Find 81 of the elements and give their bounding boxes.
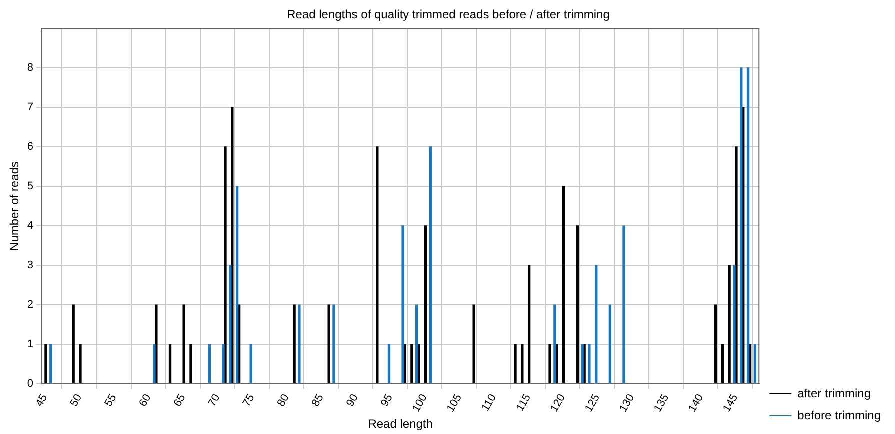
y-tick-label: 5 [27,180,34,193]
bar [588,344,591,384]
bar [721,344,724,384]
y-axis-title: Number of reads [8,162,22,251]
bar [410,344,414,384]
y-tick-label: 4 [27,220,34,232]
bar [733,265,736,384]
x-tick-label: 90 [344,392,361,410]
x-tick-label: 50 [68,392,85,410]
x-tick-label: 145 [721,392,741,414]
bar [595,265,598,384]
bar [168,344,172,384]
x-tick-label: 45 [34,392,50,410]
bar [328,304,330,384]
x-tick-label: 105 [444,392,464,414]
bar [182,304,186,384]
bar [521,344,524,384]
bar [155,304,158,384]
bar [402,226,404,384]
chart-title: Read lengths of quality trimmed reads before / after trimming [287,8,610,22]
bar [293,304,296,384]
x-tick-label: 85 [310,392,326,410]
bar [548,344,552,384]
bar [229,265,232,384]
x-tick-label: 130 [618,392,638,414]
x-axis-title: Read length [368,417,433,432]
bar [250,344,252,384]
bar [222,344,225,384]
bar [472,304,476,384]
bar [562,186,566,384]
bar [754,344,757,384]
y-tick-label: 8 [27,62,34,74]
x-tick-label: 100 [410,392,430,414]
y-tick-label: 7 [27,101,34,114]
bar [208,344,212,384]
bar [332,304,336,384]
bar [554,304,556,384]
bar [528,265,531,384]
y-tick-label: 0 [27,378,34,390]
x-tick-label: 135 [652,392,672,414]
bar [190,344,192,384]
y-tick-label: 3 [27,260,34,272]
x-tick-label: 115 [514,392,534,414]
bar [50,344,52,384]
x-tick-label: 80 [275,392,292,410]
legend-label: before trimming [798,408,882,422]
bar [224,146,227,384]
x-tick-label: 75 [240,392,258,410]
bar [714,304,718,384]
bar [236,186,239,384]
bar [376,146,379,384]
bar [298,304,301,384]
y-tick-label: 2 [27,299,34,312]
bar [735,146,738,384]
bar [746,68,750,384]
x-tick-label: 140 [686,392,706,414]
bar [622,226,626,384]
bar [44,344,48,384]
bar [429,146,432,384]
bar [740,68,743,384]
x-tick-label: 60 [137,392,154,410]
x-tick-label: 70 [206,392,223,410]
x-tick-label: 110 [480,392,500,414]
bar [388,344,391,384]
y-tick-label: 1 [27,338,34,351]
bar [514,344,517,384]
legend-label: after trimming [798,386,871,400]
y-tick-label: 6 [27,141,34,153]
bar [72,304,75,384]
x-tick-label: 55 [102,392,120,410]
x-tick-label: 95 [378,392,396,410]
bar [728,265,731,384]
bar [424,226,428,384]
bar [608,304,612,384]
bar [416,304,418,384]
x-tick-label: 125 [583,392,603,414]
bar [79,344,82,384]
x-tick-label: 65 [172,392,188,410]
x-tick-label: 120 [548,392,568,414]
bar [576,226,579,384]
bar [153,344,156,384]
